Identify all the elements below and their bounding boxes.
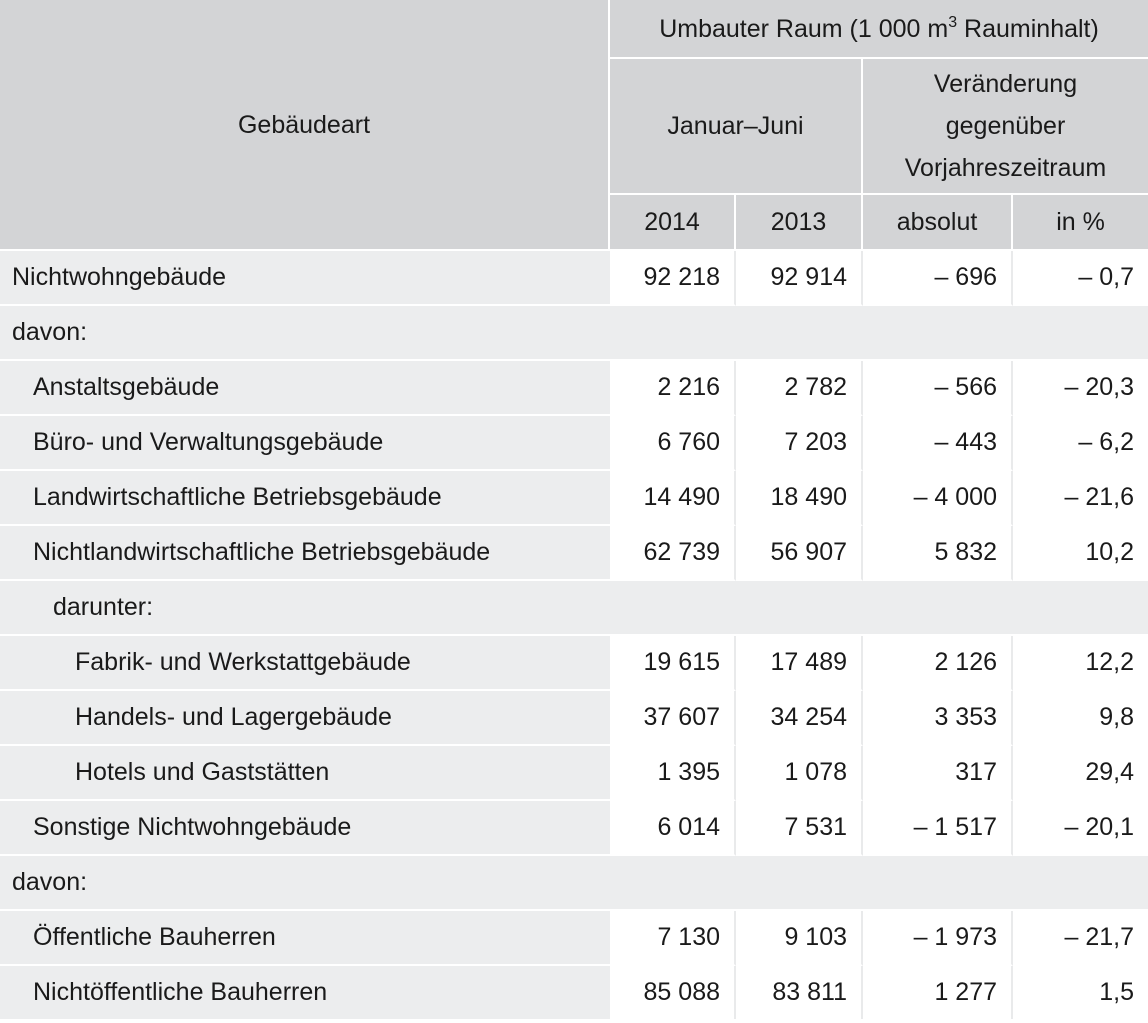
table-row: Nichtwohngebäude 92 218 92 914 – 696 – 0… [0, 251, 1148, 306]
cell-absolut: – 1 517 [863, 801, 1013, 856]
cell-2013: 34 254 [736, 691, 863, 746]
header-umbauter-raum: Umbauter Raum (1 000 m3 Rauminhalt) [610, 0, 1148, 59]
cell-2013: 9 103 [736, 911, 863, 966]
table-row: Nichtöffentliche Bauherren 85 088 83 811… [0, 966, 1148, 1019]
cell-2013: 18 490 [736, 471, 863, 526]
cell-2014: 85 088 [610, 966, 736, 1019]
header-umbauter-raum-suffix: Rauminhalt) [957, 14, 1099, 43]
row-label: Nichtlandwirtschaftliche Betriebsgebäude [0, 526, 610, 581]
header-change-line2: gegenüber [945, 112, 1066, 140]
table-row: Büro- und Verwaltungsgebäude 6 760 7 203… [0, 416, 1148, 471]
cell-percent: 10,2 [1013, 526, 1148, 581]
cell-percent: – 21,6 [1013, 471, 1148, 526]
header-gebaeudeart: Gebäudeart [0, 0, 610, 251]
table-row: Anstaltsgebäude 2 216 2 782 – 566 – 20,3 [0, 361, 1148, 416]
cell-percent: – 21,7 [1013, 911, 1148, 966]
header-umbauter-raum-sup: 3 [948, 13, 958, 31]
header-year-2013: 2013 [736, 195, 863, 251]
row-label: Anstaltsgebäude [0, 361, 610, 416]
row-label: Nichtwohngebäude [0, 251, 610, 306]
row-subheading: davon: [0, 856, 1148, 911]
cell-percent: 9,8 [1013, 691, 1148, 746]
cell-percent: 29,4 [1013, 746, 1148, 801]
cell-2013: 83 811 [736, 966, 863, 1019]
cell-percent: – 20,3 [1013, 361, 1148, 416]
cell-2013: 1 078 [736, 746, 863, 801]
cell-2014: 1 395 [610, 746, 736, 801]
cell-absolut: 5 832 [863, 526, 1013, 581]
row-label: Sonstige Nichtwohngebäude [0, 801, 610, 856]
cell-2014: 62 739 [610, 526, 736, 581]
header-year-2014: 2014 [610, 195, 736, 251]
header-in-percent: in % [1013, 195, 1148, 251]
cell-absolut: 3 353 [863, 691, 1013, 746]
cell-percent: – 6,2 [1013, 416, 1148, 471]
row-label: Nichtöffentliche Bauherren [0, 966, 610, 1019]
table-row: davon: [0, 306, 1148, 361]
table-row: Handels- und Lagergebäude 37 607 34 254 … [0, 691, 1148, 746]
cell-2013: 2 782 [736, 361, 863, 416]
table-row: Fabrik- und Werkstattgebäude 19 615 17 4… [0, 636, 1148, 691]
header-umbauter-raum-text: Umbauter Raum (1 000 m [659, 14, 949, 43]
row-label: Handels- und Lagergebäude [0, 691, 610, 746]
row-label: Landwirtschaftliche Betriebsgebäude [0, 471, 610, 526]
row-label: Büro- und Verwaltungsgebäude [0, 416, 610, 471]
table-row: Sonstige Nichtwohngebäude 6 014 7 531 – … [0, 801, 1148, 856]
cell-absolut: 317 [863, 746, 1013, 801]
cell-2014: 6 014 [610, 801, 736, 856]
cell-2013: 56 907 [736, 526, 863, 581]
row-label: Öffentliche Bauherren [0, 911, 610, 966]
cell-percent: – 20,1 [1013, 801, 1148, 856]
cell-absolut: – 566 [863, 361, 1013, 416]
table-row: Hotels und Gaststätten 1 395 1 078 317 2… [0, 746, 1148, 801]
header-absolut: absolut [863, 195, 1013, 251]
table-row: Nichtlandwirtschaftliche Betriebsgebäude… [0, 526, 1148, 581]
header-period: Januar–Juni [610, 59, 863, 195]
cell-absolut: – 696 [863, 251, 1013, 306]
row-label: Fabrik- und Werkstattgebäude [0, 636, 610, 691]
cell-percent: 12,2 [1013, 636, 1148, 691]
table-row: darunter: [0, 581, 1148, 636]
table-row: davon: [0, 856, 1148, 911]
cell-absolut: – 1 973 [863, 911, 1013, 966]
header-change: Veränderung gegenüber Vorjahreszeitraum [863, 59, 1148, 195]
cell-2014: 2 216 [610, 361, 736, 416]
header-change-line3: Vorjahreszeitraum [904, 154, 1107, 182]
cell-absolut: 1 277 [863, 966, 1013, 1019]
cell-2013: 17 489 [736, 636, 863, 691]
cell-2014: 37 607 [610, 691, 736, 746]
cell-absolut: 2 126 [863, 636, 1013, 691]
row-label: Hotels und Gaststätten [0, 746, 610, 801]
header-change-line1: Veränderung [933, 70, 1078, 98]
cell-absolut: – 4 000 [863, 471, 1013, 526]
cell-2013: 92 914 [736, 251, 863, 306]
cell-2013: 7 531 [736, 801, 863, 856]
cell-2014: 7 130 [610, 911, 736, 966]
cell-2014: 14 490 [610, 471, 736, 526]
table-row: Landwirtschaftliche Betriebsgebäude 14 4… [0, 471, 1148, 526]
row-subheading: davon: [0, 306, 1148, 361]
cell-percent: 1,5 [1013, 966, 1148, 1019]
table-row: Öffentliche Bauherren 7 130 9 103 – 1 97… [0, 911, 1148, 966]
row-subheading: darunter: [0, 581, 1148, 636]
cell-2013: 7 203 [736, 416, 863, 471]
cell-absolut: – 443 [863, 416, 1013, 471]
cell-2014: 92 218 [610, 251, 736, 306]
cell-percent: – 0,7 [1013, 251, 1148, 306]
cell-2014: 6 760 [610, 416, 736, 471]
cell-2014: 19 615 [610, 636, 736, 691]
